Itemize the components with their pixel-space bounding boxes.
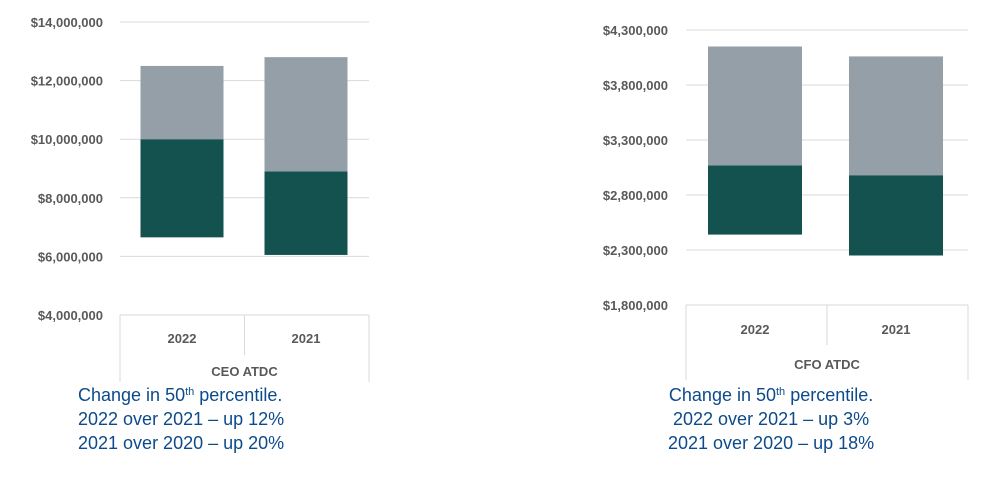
ceo-ytick-label: $6,000,000 <box>38 249 103 264</box>
cfo-bar-2021-upper <box>849 56 943 176</box>
cfo-ytick-label: $3,800,000 <box>603 78 668 93</box>
ceo-ytick-label: $4,000,000 <box>38 308 103 323</box>
ceo-bar-2021-lower <box>264 171 348 255</box>
cfo-bar-2022-upper <box>708 46 802 166</box>
cfo-ytick-label: $3,300,000 <box>603 133 668 148</box>
caption-ceo-line3: 2021 over 2020 – up 20% <box>78 433 285 453</box>
cfo-category-label: 2022 <box>741 322 770 337</box>
caption-ceo-line1: Change in 50th percentile. <box>78 385 283 405</box>
ceo-ytick-label: $12,000,000 <box>31 74 103 89</box>
caption-cfo-line3: 2021 over 2020 – up 18% <box>668 433 875 453</box>
ceo-axis-title: CEO ATDC <box>211 364 278 379</box>
caption-ceo-line2: 2022 over 2021 – up 12% <box>78 409 285 429</box>
cfo-bar-2021-lower <box>849 175 943 256</box>
cfo-ytick-label: $2,800,000 <box>603 188 668 203</box>
ceo-category-label: 2021 <box>292 331 321 346</box>
caption-ceo: Change in 50th percentile. 2022 over 202… <box>78 383 284 455</box>
cfo-ytick-label: $2,300,000 <box>603 243 668 258</box>
ceo-bar-2021-upper <box>264 57 348 172</box>
cfo-category-label: 2021 <box>882 322 911 337</box>
cfo-bar-2022-lower <box>708 165 802 235</box>
cfo-ytick-label: $1,800,000 <box>603 298 668 313</box>
caption-cfo-line2: 2022 over 2021 – up 3% <box>673 409 870 429</box>
ceo-ytick-label: $10,000,000 <box>31 132 103 147</box>
ceo-ytick-label: $8,000,000 <box>38 191 103 206</box>
cfo-ytick-label: $4,300,000 <box>603 23 668 38</box>
caption-cfo-line1: Change in 50th percentile. <box>668 385 874 405</box>
ceo-bar-2022-lower <box>140 139 224 238</box>
cfo-axis-title: CFO ATDC <box>794 357 860 372</box>
ceo-ytick-label: $14,000,000 <box>31 15 103 30</box>
ceo-category-label: 2022 <box>168 331 197 346</box>
ceo-bar-2022-upper <box>140 65 224 140</box>
caption-cfo: Change in 50th percentile. 2022 over 202… <box>668 383 874 455</box>
